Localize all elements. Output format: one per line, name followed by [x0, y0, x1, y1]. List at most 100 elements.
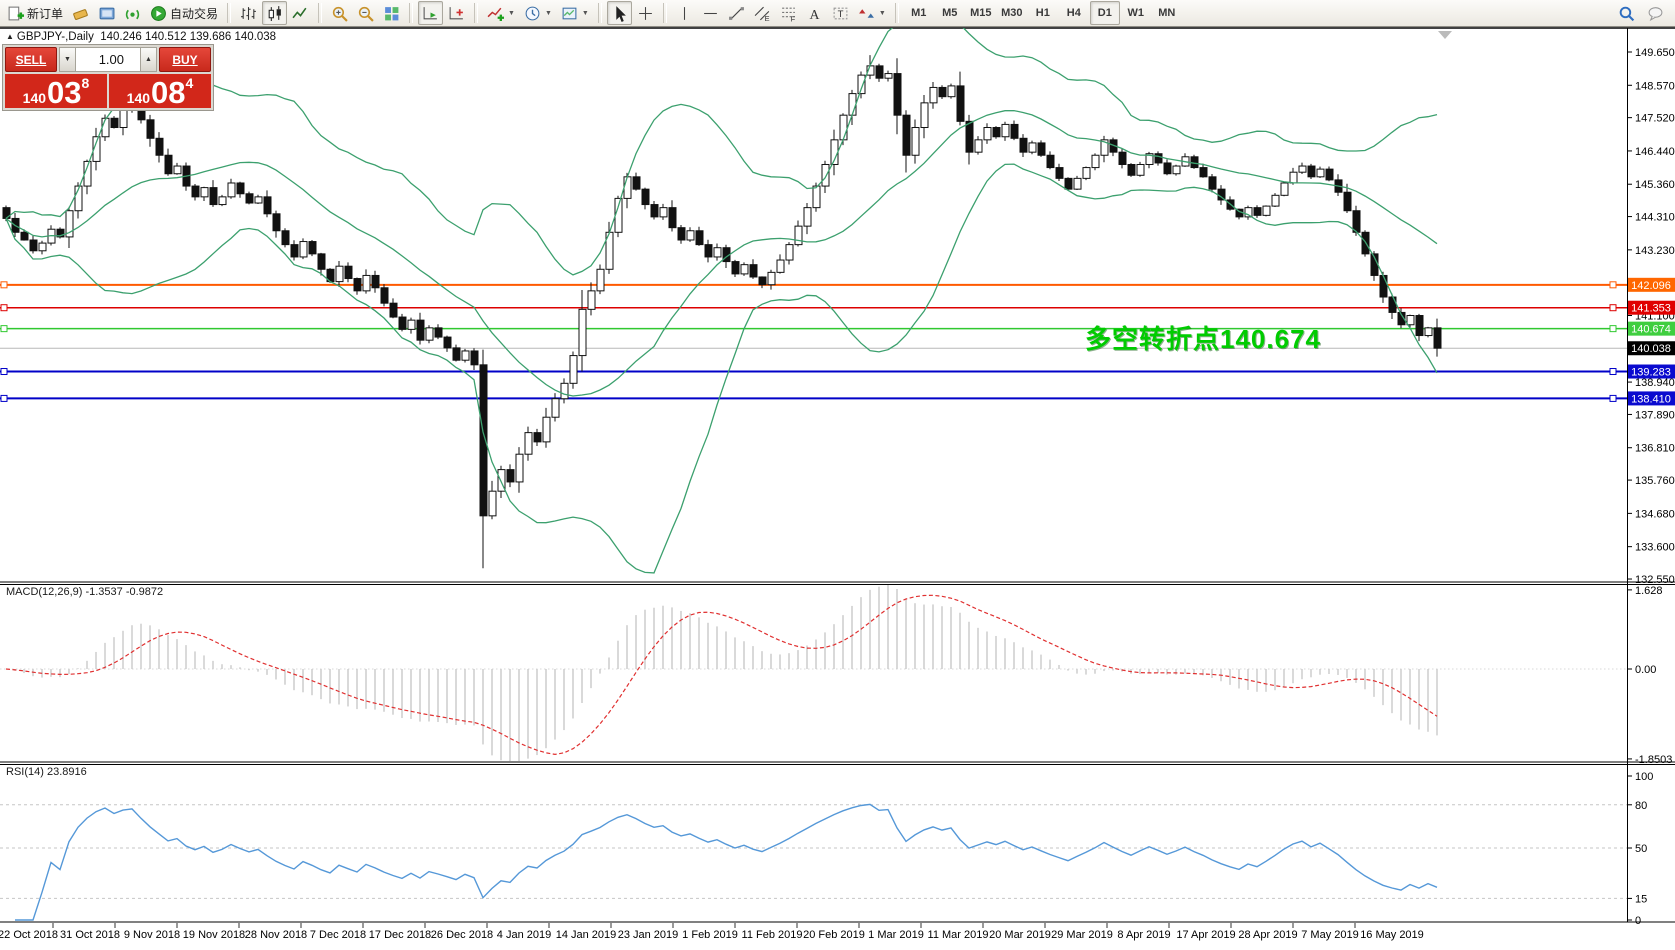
cursor-button[interactable]: [606, 1, 632, 25]
crosshair-button[interactable]: [633, 1, 658, 25]
timeframe-mn[interactable]: MN: [1158, 7, 1176, 19]
svg-text:142.096: 142.096: [1631, 280, 1671, 292]
time-axis[interactable]: 22 Oct 2018 31 Oct 2018 9 Nov 2018 19 Nov 2…: [0, 923, 1424, 941]
line-icon: [292, 7, 307, 18]
svg-text:11 Mar 2019: 11 Mar 2019: [928, 929, 989, 941]
candlestick-series: [2, 55, 1442, 569]
indicators-dropdown[interactable]: ▼: [483, 1, 519, 25]
price-axis[interactable]: 149.650 148.570 147.520 146.440 145.360 144.3…: [1627, 47, 1675, 586]
timeframe-w1[interactable]: W1: [1127, 7, 1145, 19]
vertical-line-button[interactable]: [672, 1, 697, 25]
svg-text:147.520: 147.520: [1635, 113, 1675, 125]
price-tags[interactable]: 142.096 141.353 140.674 140.038 139.283 138.4…: [1628, 277, 1675, 406]
sell-price-quote[interactable]: 140 03 8: [5, 74, 107, 108]
svg-text:23 Jan 2019: 23 Jan 2019: [618, 929, 679, 941]
terminal-icon[interactable]: [94, 1, 119, 25]
price-tag[interactable]: 138.410: [1628, 391, 1675, 406]
trendline-button[interactable]: [724, 1, 749, 25]
zoom-out-icon: [358, 6, 374, 22]
vline-icon: [683, 6, 685, 20]
autotrading-button[interactable]: 自动交易: [146, 1, 222, 25]
svg-text:29 Mar 2019: 29 Mar 2019: [1051, 929, 1113, 941]
svg-text:11 Feb 2019: 11 Feb 2019: [742, 929, 803, 941]
svg-text:0.00: 0.00: [1635, 664, 1656, 676]
rsi-axis[interactable]: 100 80 50 15 0: [1627, 771, 1653, 927]
timeframe-d1[interactable]: D1: [1089, 1, 1120, 25]
toolbar-separator: [894, 3, 899, 23]
template-icon: [562, 7, 577, 19]
timeframe-m30[interactable]: M30: [1001, 7, 1023, 19]
svg-text:1 Mar 2019: 1 Mar 2019: [868, 929, 924, 941]
autoscroll-icon: [423, 6, 437, 19]
periods-dropdown[interactable]: ▼: [520, 1, 556, 25]
svg-text:80: 80: [1635, 800, 1647, 812]
svg-text:149.650: 149.650: [1635, 47, 1675, 59]
eraser-icon[interactable]: [68, 1, 93, 25]
zoom-out-button[interactable]: [353, 1, 378, 25]
shapes-dropdown[interactable]: ▼: [854, 1, 890, 25]
templates-dropdown[interactable]: ▼: [557, 1, 593, 25]
chat-icon[interactable]: [1643, 1, 1668, 25]
svg-text:28 Nov 2018: 28 Nov 2018: [245, 929, 307, 941]
buy-price-prefix: 140: [126, 90, 151, 106]
new-order-button[interactable]: 新订单: [3, 1, 67, 25]
svg-text:16 May 2019: 16 May 2019: [1360, 929, 1424, 941]
price-tag[interactable]: 142.096: [1628, 277, 1675, 292]
chart-shift-marker-icon[interactable]: [1438, 31, 1452, 39]
price-tag[interactable]: 139.283: [1628, 364, 1675, 379]
main-toolbar: 新订单 自动交易 ▼ ▼ ▼ E F A T ▼ M1 M5 M15 M30 H1 H4 D1 W1 MN: [0, 0, 1675, 27]
crosshair-icon: [638, 6, 652, 20]
timeframe-m15[interactable]: M15: [970, 7, 992, 19]
autoscroll-button[interactable]: [418, 1, 444, 25]
macd-indicator-label: MACD(12,26,9) -1.3537 -0.9872: [6, 586, 164, 598]
horizontal-line[interactable]: [0, 394, 1627, 402]
signal-icon[interactable]: [120, 1, 145, 25]
horizontal-line-button[interactable]: [698, 1, 723, 25]
toolbar-separator: [662, 3, 667, 23]
horizontal-lines[interactable]: [0, 281, 1627, 402]
timeframe-m5[interactable]: M5: [942, 7, 958, 19]
textA-icon: A: [809, 6, 819, 21]
svg-text:8 Apr 2019: 8 Apr 2019: [1117, 929, 1170, 941]
line-chart-button[interactable]: [288, 1, 313, 25]
horizontal-line[interactable]: [0, 281, 1627, 289]
label-button[interactable]: T: [828, 1, 853, 25]
search-icon[interactable]: [1614, 1, 1639, 25]
svg-text:-1.8503: -1.8503: [1635, 754, 1672, 766]
bars-icon: [241, 6, 256, 20]
timeframe-m1[interactable]: M1: [911, 7, 927, 19]
candlestick-button[interactable]: [262, 1, 288, 25]
horizontal-line[interactable]: [0, 368, 1627, 376]
channel-button[interactable]: E: [750, 1, 775, 25]
volume-increase-button[interactable]: ▲: [140, 47, 157, 72]
svg-text:17 Apr 2019: 17 Apr 2019: [1176, 929, 1235, 941]
fibonacci-button[interactable]: F: [776, 1, 801, 25]
volume-decrease-button[interactable]: ▼: [59, 47, 76, 72]
price-tag[interactable]: 140.038: [1628, 341, 1675, 356]
timeframe-h1[interactable]: H1: [1035, 7, 1050, 19]
labelT-icon: T: [833, 7, 848, 20]
collapse-triangle-icon[interactable]: ▲: [6, 32, 14, 41]
bar-chart-button[interactable]: [236, 1, 261, 25]
text-button[interactable]: A: [802, 1, 827, 25]
sell-button[interactable]: SELL: [5, 47, 57, 72]
buy-price-quote[interactable]: 140 08 4: [109, 74, 211, 108]
horizontal-line[interactable]: [0, 325, 1627, 333]
svg-text:7 May 2019: 7 May 2019: [1301, 929, 1358, 941]
svg-text:138.940: 138.940: [1635, 377, 1675, 389]
price-tag[interactable]: 140.674: [1628, 321, 1675, 336]
tile-windows-button[interactable]: [379, 1, 404, 25]
chart-annotation-text[interactable]: 多空转折点140.674: [1085, 324, 1321, 354]
zoom-in-button[interactable]: [327, 1, 352, 25]
macd-axis[interactable]: 1.628 0.00 -1.8503: [1627, 585, 1672, 766]
buy-button[interactable]: BUY: [159, 47, 211, 72]
svg-text:146.440: 146.440: [1635, 146, 1675, 158]
horizontal-line[interactable]: [0, 304, 1627, 312]
timeframe-h4[interactable]: H4: [1066, 7, 1081, 19]
toolbar-separator: [318, 3, 323, 23]
svg-text:4 Jan 2019: 4 Jan 2019: [497, 929, 551, 941]
volume-input[interactable]: 1.00: [76, 47, 140, 72]
price-tag[interactable]: 141.353: [1628, 300, 1675, 315]
chart-shift-button[interactable]: [444, 1, 469, 25]
